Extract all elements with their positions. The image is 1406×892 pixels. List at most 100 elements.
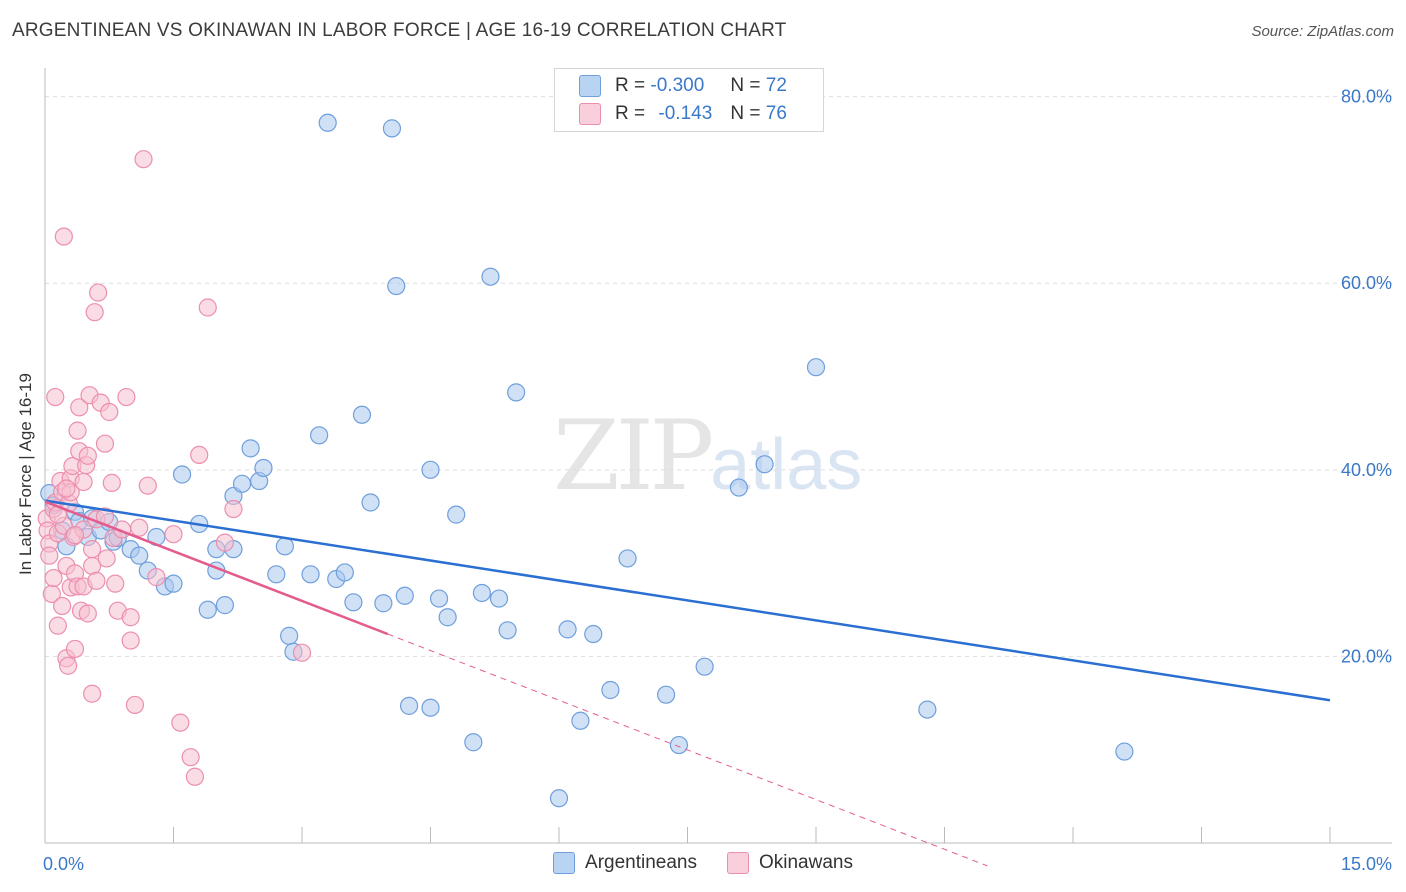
- argentinean-point: [571, 711, 590, 730]
- okinawan-point: [292, 643, 312, 662]
- argentinean-point: [498, 621, 517, 640]
- argentinean-point: [215, 596, 234, 615]
- x-tick-label: 0.0%: [43, 854, 84, 874]
- okinawan-point: [40, 546, 59, 565]
- okinawan-point: [78, 446, 97, 465]
- legend-item-argentineans: Argentineans: [553, 852, 697, 874]
- okinawan-point: [65, 639, 85, 659]
- okinawan-point: [117, 387, 136, 407]
- okinawan-point: [53, 596, 72, 616]
- okinawan-point: [54, 227, 73, 246]
- argentineans-swatch: [553, 852, 576, 874]
- argentinean-point: [438, 608, 457, 627]
- okinawan-point: [70, 398, 89, 417]
- okinawan-point: [147, 568, 166, 587]
- argentinean-point: [421, 698, 440, 717]
- argentinean-point: [558, 620, 577, 639]
- okinawan-point: [134, 150, 153, 169]
- argentinean-point: [421, 460, 440, 479]
- okinawan-point: [215, 533, 234, 552]
- r-label: R =: [615, 75, 646, 96]
- argentinean-point: [164, 574, 183, 593]
- argentinean-point: [301, 565, 320, 584]
- argentinean-point: [254, 458, 273, 478]
- legend-label: Argentineans: [585, 852, 697, 873]
- okinawan-point: [95, 434, 115, 453]
- chart-title: ARGENTINEAN VS OKINAWAN IN LABOR FORCE |…: [12, 20, 787, 41]
- argentinean-point: [344, 593, 363, 612]
- argentineans-swatch: [579, 75, 601, 97]
- argentinean-point: [481, 267, 500, 286]
- okinawan-point: [106, 574, 125, 593]
- y-tick-label: 80.0%: [1341, 87, 1392, 107]
- okinawan-point: [171, 713, 190, 732]
- y-tick-label: 60.0%: [1341, 273, 1392, 293]
- n-label: N =: [730, 75, 761, 96]
- argentinean-point: [172, 465, 192, 484]
- argentinean-point: [618, 549, 637, 568]
- okinawan-point: [100, 402, 119, 422]
- source-label: Source: ZipAtlas.com: [1251, 23, 1394, 40]
- argentinean-point: [130, 546, 149, 565]
- n-value: 76: [765, 103, 787, 124]
- argentinean-point: [695, 657, 714, 676]
- argentinean-point: [549, 789, 569, 808]
- stats-legend: R = -0.300 N = 72 R = -0.143 N = 76: [554, 68, 824, 132]
- stats-row-okinawans: R = -0.143 N = 76: [579, 102, 787, 126]
- okinawan-point: [68, 421, 87, 440]
- argentinean-point: [335, 563, 354, 582]
- okinawan-point: [224, 499, 243, 519]
- argentinean-point: [669, 735, 689, 755]
- argentinean-trend-line: [44, 499, 1331, 702]
- x-tick-label: 15.0%: [1341, 854, 1392, 874]
- okinawan-point: [130, 518, 149, 537]
- argentinean-point: [318, 113, 337, 132]
- argentinean-point: [447, 505, 466, 524]
- okinawan-point: [87, 571, 106, 590]
- y-tick-label: 20.0%: [1341, 646, 1392, 666]
- argentinean-point: [399, 696, 419, 715]
- argentinean-point: [489, 589, 509, 608]
- okinawan-point: [181, 748, 200, 767]
- okinawan-point: [102, 473, 121, 492]
- okinawan-point: [198, 298, 217, 317]
- okinawan-point: [48, 616, 67, 635]
- r-value: -0.143: [658, 103, 713, 124]
- argentinean-point: [198, 600, 217, 619]
- argentinean-point: [584, 624, 603, 644]
- okinawan-point: [65, 526, 85, 545]
- legend-item-okinawans: Okinawans: [726, 852, 853, 874]
- argentinean-point: [374, 594, 393, 613]
- okinawans-swatch: [726, 852, 749, 874]
- argentinean-point: [232, 474, 252, 493]
- okinawan-point: [85, 303, 104, 322]
- argentinean-point: [601, 680, 620, 700]
- n-label: N =: [730, 103, 761, 124]
- stats-row-argentineans: R = -0.300 N = 72: [579, 74, 787, 98]
- okinawan-point: [89, 283, 108, 302]
- okinawan-point: [46, 387, 65, 407]
- argentinean-point: [280, 626, 299, 645]
- okinawan-point: [125, 695, 145, 715]
- okinawan-point: [138, 476, 157, 495]
- okinawan-point: [185, 767, 205, 786]
- okinawan-point: [97, 549, 116, 568]
- okinawan-point: [190, 445, 209, 465]
- okinawan-point: [121, 631, 140, 650]
- legend-label: Okinawans: [758, 852, 853, 873]
- argentinean-point: [310, 426, 329, 445]
- watermark: ZIPatlas: [553, 400, 862, 512]
- okinawan-point: [83, 684, 102, 703]
- argentinean-point: [806, 358, 826, 377]
- argentinean-point: [755, 455, 774, 474]
- okinawan-point: [74, 472, 93, 492]
- argentinean-point: [382, 119, 402, 138]
- argentinean-point: [241, 439, 260, 458]
- argentinean-point: [361, 493, 380, 512]
- y-axis-label: In Labor Force | Age 16-19: [16, 373, 35, 575]
- okinawan-trend-extension: [387, 633, 988, 867]
- argentinean-point: [464, 733, 483, 752]
- argentinean-point: [656, 685, 676, 704]
- okinawan-point: [83, 540, 102, 559]
- argentinean-point: [275, 537, 294, 556]
